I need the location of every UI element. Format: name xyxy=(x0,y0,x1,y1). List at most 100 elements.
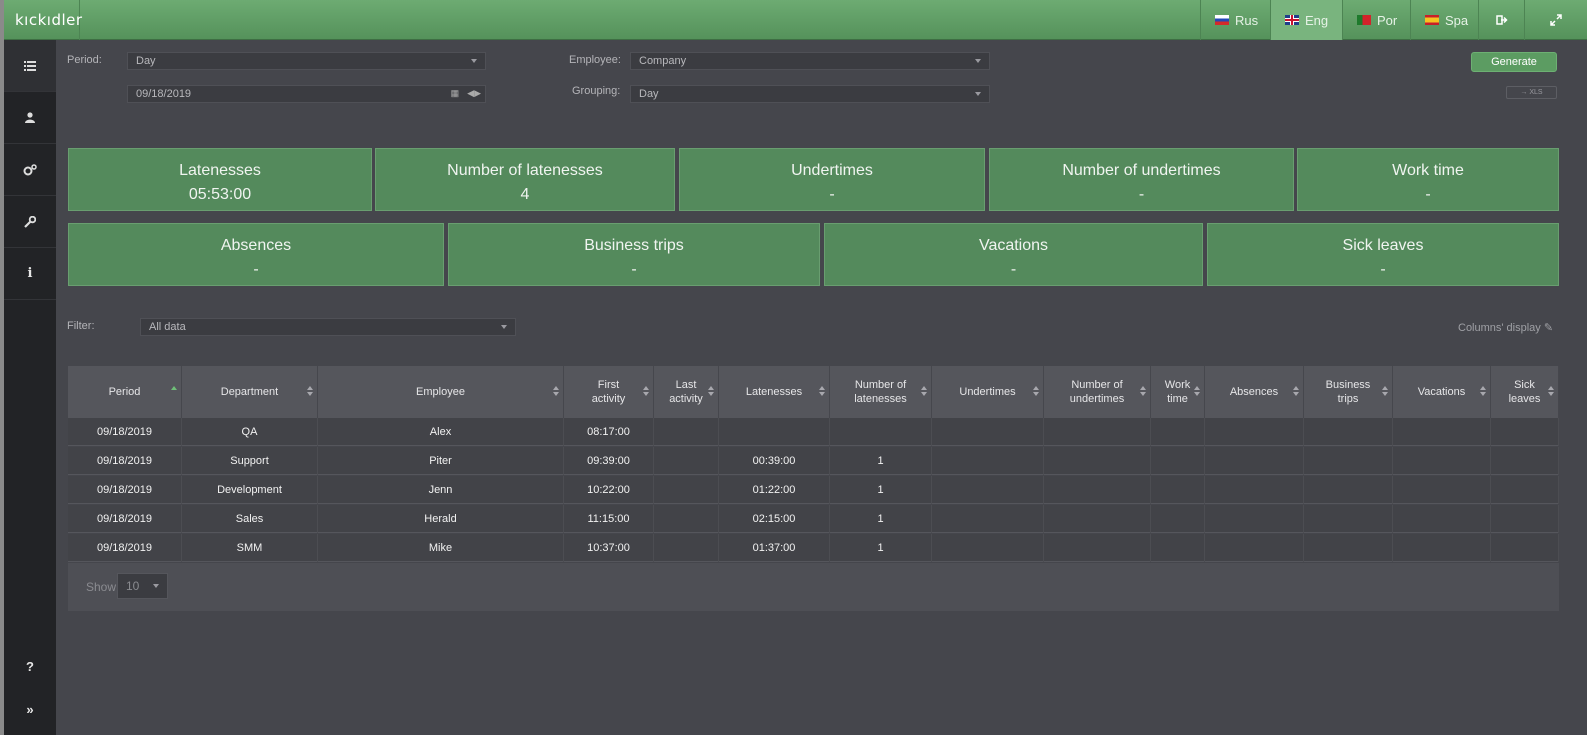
column-header-first-activity[interactable]: First activity xyxy=(564,366,654,418)
sort-icon[interactable] xyxy=(1480,386,1486,398)
wrench-icon: ✎ xyxy=(1543,322,1554,334)
cell-business-trips xyxy=(1304,476,1393,504)
table-row[interactable]: 09/18/2019 SMM Mike 10:37:00 01:37:00 1 xyxy=(68,534,1559,562)
help-icon: ? xyxy=(26,658,34,674)
lang-por[interactable]: Por xyxy=(1342,0,1410,40)
filter-label: Filter: xyxy=(67,320,95,332)
calendar-icon[interactable]: ▦ xyxy=(450,88,460,98)
cell-number-of-undertimes xyxy=(1044,534,1151,562)
cell-absences xyxy=(1205,418,1304,446)
sort-icon[interactable] xyxy=(819,386,825,398)
card-work-time: Work time - xyxy=(1297,148,1559,211)
sort-icon[interactable] xyxy=(1548,386,1554,398)
window-edge xyxy=(0,0,4,735)
table-row[interactable]: 09/18/2019 Development Jenn 10:22:00 01:22:0… xyxy=(68,476,1559,504)
column-header-work-time[interactable]: Work time xyxy=(1151,366,1205,418)
cell-work-time xyxy=(1151,418,1205,446)
logout-button[interactable] xyxy=(1478,0,1524,40)
cell-undertimes xyxy=(932,476,1044,504)
column-header-department[interactable]: Department xyxy=(182,366,318,418)
prev-date-icon[interactable]: ◀▶ xyxy=(467,88,481,98)
cell-department: Support xyxy=(182,447,318,475)
table-row[interactable]: 09/18/2019 QA Alex 08:17:00 xyxy=(68,418,1559,446)
cell-employee: Piter xyxy=(318,447,564,475)
employee-label: Employee: xyxy=(569,54,621,66)
cell-number-of-latenesses: 1 xyxy=(830,505,932,533)
sort-icon[interactable] xyxy=(171,386,177,398)
employee-select[interactable]: Company xyxy=(630,52,990,70)
cell-sick-leaves xyxy=(1491,505,1559,533)
lang-rus[interactable]: Rus xyxy=(1200,0,1270,40)
sidebar-item-tools[interactable] xyxy=(4,196,56,248)
cell-absences xyxy=(1205,476,1304,504)
column-header-latenesses[interactable]: Latenesses xyxy=(719,366,830,418)
cell-number-of-latenesses: 1 xyxy=(830,476,932,504)
wrench-icon xyxy=(24,215,36,228)
period-select[interactable]: Day xyxy=(127,52,486,70)
russia-flag-icon xyxy=(1215,15,1229,25)
fullscreen-button[interactable] xyxy=(1524,0,1587,40)
cell-vacations xyxy=(1393,476,1491,504)
cell-employee: Mike xyxy=(318,534,564,562)
filter-select[interactable]: All data xyxy=(140,318,516,336)
sidebar-expand-button[interactable]: » xyxy=(4,683,56,735)
sort-icon[interactable] xyxy=(553,386,559,398)
sort-icon[interactable] xyxy=(708,386,714,398)
cell-first-activity: 11:15:00 xyxy=(564,505,654,533)
cell-undertimes xyxy=(932,534,1044,562)
cell-first-activity: 09:39:00 xyxy=(564,447,654,475)
cell-period: 09/18/2019 xyxy=(68,534,182,562)
user-icon xyxy=(25,112,35,123)
cell-vacations xyxy=(1393,447,1491,475)
sidebar-item-info[interactable]: i xyxy=(4,248,56,300)
sidebar-item-settings[interactable] xyxy=(4,144,56,196)
lang-eng[interactable]: Eng xyxy=(1270,0,1342,40)
export-xls-button[interactable]: → XLS xyxy=(1506,86,1557,99)
column-header-employee[interactable]: Employee xyxy=(318,366,564,418)
sort-icon[interactable] xyxy=(643,386,649,398)
cell-period: 09/18/2019 xyxy=(68,476,182,504)
cell-employee: Alex xyxy=(318,418,564,446)
column-header-number-of-undertimes[interactable]: Number of undertimes xyxy=(1044,366,1151,418)
generate-button[interactable]: Generate xyxy=(1471,52,1557,72)
column-header-undertimes[interactable]: Undertimes xyxy=(932,366,1044,418)
card-vacations: Vacations - xyxy=(824,223,1203,286)
cell-number-of-undertimes xyxy=(1044,447,1151,475)
sort-icon[interactable] xyxy=(1293,386,1299,398)
sidebar-item-users[interactable] xyxy=(4,92,56,144)
column-header-sick-leaves[interactable]: Sick leaves xyxy=(1491,366,1559,418)
columns-display-button[interactable]: Columns' display ✎ xyxy=(1458,322,1554,334)
sidebar: i ? » xyxy=(4,40,56,735)
column-header-vacations[interactable]: Vacations xyxy=(1393,366,1491,418)
cell-department: QA xyxy=(182,418,318,446)
column-header-absences[interactable]: Absences xyxy=(1205,366,1304,418)
top-bar: kıckıdler Rus Eng Por Spa xyxy=(4,0,1587,40)
sort-icon[interactable] xyxy=(1382,386,1388,398)
column-header-last-activity[interactable]: Last activity xyxy=(654,366,719,418)
table-row[interactable]: 09/18/2019 Support Piter 09:39:00 00:39:00 1 xyxy=(68,447,1559,475)
expand-icon: » xyxy=(26,701,34,717)
cell-latenesses: 02:15:00 xyxy=(719,505,830,533)
sort-icon[interactable] xyxy=(1194,386,1200,398)
cell-undertimes xyxy=(932,447,1044,475)
page-size-select[interactable]: 10 xyxy=(117,573,168,599)
column-header-period[interactable]: Period xyxy=(68,366,182,418)
date-input[interactable]: 09/18/2019 ▦ ◀▶ xyxy=(127,85,486,103)
sort-icon[interactable] xyxy=(1140,386,1146,398)
card-number-of-undertimes: Number of undertimes - xyxy=(989,148,1294,211)
table-row[interactable]: 09/18/2019 Sales Herald 11:15:00 02:15:00 1 xyxy=(68,505,1559,533)
cell-work-time xyxy=(1151,447,1205,475)
card-sick-leaves: Sick leaves - xyxy=(1207,223,1559,286)
column-header-number-of-latenesses[interactable]: Number of latenesses xyxy=(830,366,932,418)
card-undertimes: Undertimes - xyxy=(679,148,985,211)
sort-icon[interactable] xyxy=(307,386,313,398)
sort-icon[interactable] xyxy=(1033,386,1039,398)
sidebar-item-help[interactable]: ? xyxy=(4,640,56,692)
lang-spa[interactable]: Spa xyxy=(1410,0,1478,40)
sidebar-item-reports[interactable] xyxy=(4,40,56,92)
sort-icon[interactable] xyxy=(921,386,927,398)
cell-last-activity xyxy=(654,505,719,533)
cell-vacations xyxy=(1393,418,1491,446)
grouping-select[interactable]: Day xyxy=(630,85,990,103)
column-header-business-trips[interactable]: Business trips xyxy=(1304,366,1393,418)
